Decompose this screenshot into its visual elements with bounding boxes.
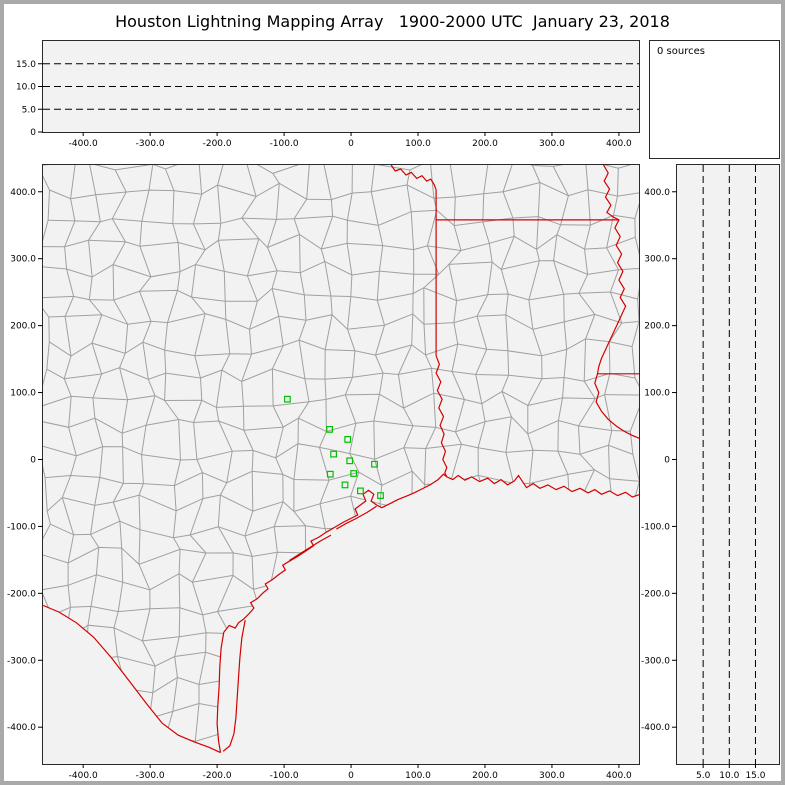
tick-label: -200.0: [203, 139, 232, 149]
tick-label: 100.0: [10, 389, 36, 399]
tick-label: 10.0: [719, 771, 739, 781]
tick-label: -100.0: [641, 522, 670, 532]
tick-label: 0: [30, 128, 36, 138]
tick-label: -200.0: [7, 589, 36, 599]
tick-label: 400.0: [606, 139, 632, 149]
boundary-galveston-island: [336, 505, 377, 530]
tick-label: 300.0: [539, 771, 565, 781]
tick-label: -200.0: [641, 589, 670, 599]
station-marker: [344, 436, 352, 443]
tick-label: 0: [664, 455, 670, 465]
tick-label: 0: [30, 455, 36, 465]
station-marker: [350, 470, 358, 477]
tick-label: -400.0: [7, 723, 36, 733]
tick-label: 400.0: [10, 188, 36, 198]
tick-label: 200.0: [472, 771, 498, 781]
altitude-ns-panel[interactable]: [676, 164, 780, 765]
tick-label: -400.0: [69, 139, 98, 149]
boundary-red-river: [390, 165, 437, 191]
plan-view-map-panel[interactable]: [42, 164, 640, 765]
tick-label: -400.0: [641, 723, 670, 733]
tick-label: 100.0: [644, 389, 670, 399]
sources-histogram-box: 0 sources: [649, 40, 780, 159]
tick-label: -100.0: [7, 522, 36, 532]
station-marker: [371, 460, 378, 468]
altitude-ns-plot[interactable]: [677, 165, 779, 764]
altitude-ew-plot[interactable]: [43, 41, 639, 132]
tick-label: 0: [348, 139, 354, 149]
state-borders: [43, 165, 639, 754]
tick-label: 200.0: [10, 322, 36, 332]
tick-label: 300.0: [10, 255, 36, 265]
tick-label: 0: [348, 771, 354, 781]
boundary-padre-island: [222, 619, 246, 752]
tick-label: 200.0: [472, 139, 498, 149]
window-title: Houston Lightning Mapping Array 1900-200…: [115, 12, 670, 31]
tick-label: 100.0: [405, 139, 431, 149]
station-marker: [357, 487, 364, 495]
station-marker: [346, 457, 354, 465]
station-marker: [326, 426, 333, 433]
tick-label: 5.0: [22, 105, 37, 115]
tick-label: 400.0: [606, 771, 632, 781]
station-marker: [341, 481, 349, 489]
sources-count-label: 0 sources: [657, 46, 705, 57]
tick-label: -300.0: [641, 656, 670, 666]
plan-view-plot[interactable]: [43, 165, 639, 764]
boundary-matagorda-peninsula: [289, 534, 332, 562]
boundary-coastline: [216, 473, 639, 753]
tick-label: 300.0: [539, 139, 565, 149]
station-marker: [326, 470, 334, 478]
tick-label: -200.0: [203, 771, 232, 781]
tick-label: -300.0: [7, 656, 36, 666]
tick-label: -100.0: [270, 139, 299, 149]
tick-label: -400.0: [69, 771, 98, 781]
boundary-rio-grande: [43, 604, 221, 754]
lma-stations: [284, 395, 384, 499]
station-marker: [377, 492, 384, 499]
tick-label: 5.0: [696, 771, 711, 781]
station-marker: [330, 450, 337, 458]
tick-label: 10.0: [16, 83, 36, 93]
tick-label: -100.0: [270, 771, 299, 781]
station-marker: [284, 395, 291, 403]
boundary-mississippi-river: [594, 165, 639, 439]
tick-label: 15.0: [745, 771, 765, 781]
tick-label: -300.0: [136, 139, 165, 149]
boundary-sabine-river: [435, 355, 448, 478]
tick-label: -300.0: [136, 771, 165, 781]
tick-label: 300.0: [644, 255, 670, 265]
tick-label: 200.0: [644, 322, 670, 332]
tick-label: 100.0: [405, 771, 431, 781]
county-boundaries: [43, 165, 639, 753]
tick-label: 15.0: [16, 60, 36, 70]
tick-label: 400.0: [644, 188, 670, 198]
altitude-ew-panel[interactable]: [42, 40, 640, 133]
